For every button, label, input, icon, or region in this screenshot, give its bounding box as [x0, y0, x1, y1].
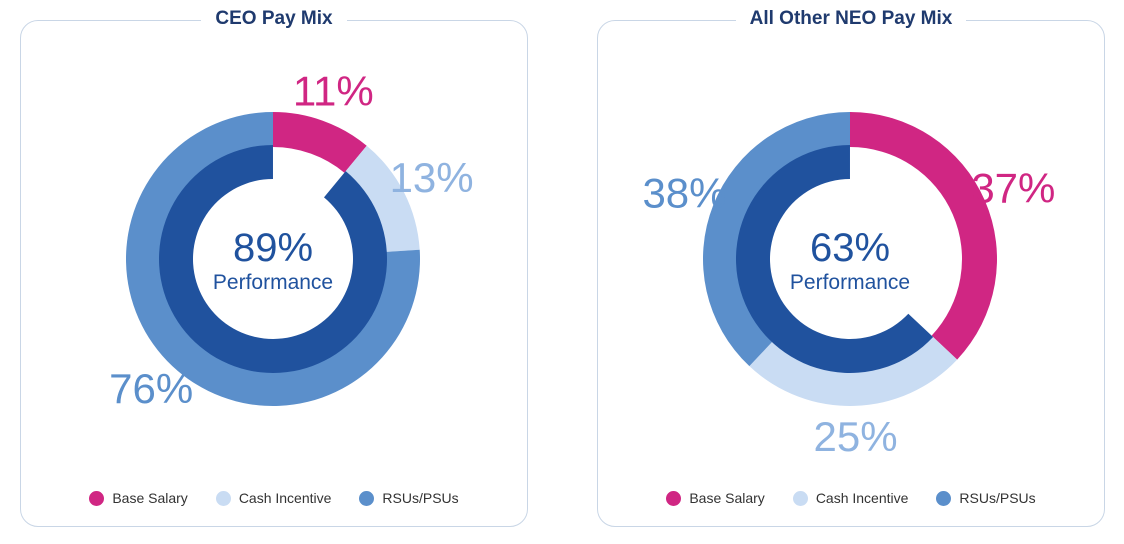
- slice-base-salary: [273, 112, 367, 173]
- legend: Base Salary Cash Incentive RSUs/PSUs: [598, 490, 1104, 506]
- chart-title: CEO Pay Mix: [201, 8, 347, 29]
- donut-chart: 11% 13% 76% 89%Performance: [109, 68, 474, 412]
- value-label: 37%: [971, 164, 1055, 211]
- value-label: 11%: [293, 68, 374, 115]
- legend-dot-icon: [359, 490, 375, 506]
- legend-dot-icon: [666, 490, 682, 506]
- performance-value: 89%: [233, 226, 313, 270]
- donut-chart: 37% 25% 38% 63%Performance: [642, 112, 1055, 460]
- value-label: 25%: [814, 413, 898, 460]
- performance-value: 63%: [810, 226, 890, 270]
- legend-label: RSUs/PSUs: [382, 490, 459, 506]
- neo-pay-mix-panel: All Other NEO Pay Mix 37% 25% 38% 63% Perfor…: [597, 8, 1105, 527]
- legend-label: Cash Incentive: [815, 490, 909, 506]
- slice-cash-incentive: [344, 145, 420, 252]
- performance-ring: [736, 145, 934, 373]
- legend: Base Salary Cash Incentive RSUs/PSUs: [21, 490, 527, 506]
- legend-item: RSUs/PSUs: [359, 490, 459, 506]
- chart-title: All Other NEO Pay Mix: [735, 8, 967, 29]
- performance-ring: [159, 145, 387, 373]
- value-label: 13%: [390, 154, 474, 201]
- legend-item: RSUs/PSUs: [936, 490, 1036, 506]
- legend-item: Base Salary: [89, 490, 188, 506]
- legend-label: RSUs/PSUs: [959, 490, 1036, 506]
- legend-dot-icon: [792, 490, 808, 506]
- performance-label: Performance: [790, 271, 910, 294]
- legend-label: Cash Incentive: [238, 490, 332, 506]
- slice-cash-incentive: [749, 335, 958, 406]
- value-label: 76%: [109, 365, 193, 412]
- legend-dot-icon: [936, 490, 952, 506]
- legend-label: Base Salary: [112, 490, 188, 506]
- legend-item: Cash Incentive: [792, 490, 909, 506]
- legend-dot-icon: [89, 490, 105, 506]
- legend-item: Base Salary: [666, 490, 765, 506]
- ceo-pay-mix-panel: CEO Pay Mix 11% 13% 76% 89% Performance Base…: [20, 8, 528, 527]
- legend-dot-icon: [215, 490, 231, 506]
- performance-label: Performance: [213, 271, 333, 294]
- legend-item: Cash Incentive: [215, 490, 332, 506]
- legend-label: Base Salary: [689, 490, 765, 506]
- slice-base-salary: [850, 112, 997, 360]
- slice-rsus-psus: [703, 112, 850, 367]
- value-label: 38%: [642, 169, 726, 216]
